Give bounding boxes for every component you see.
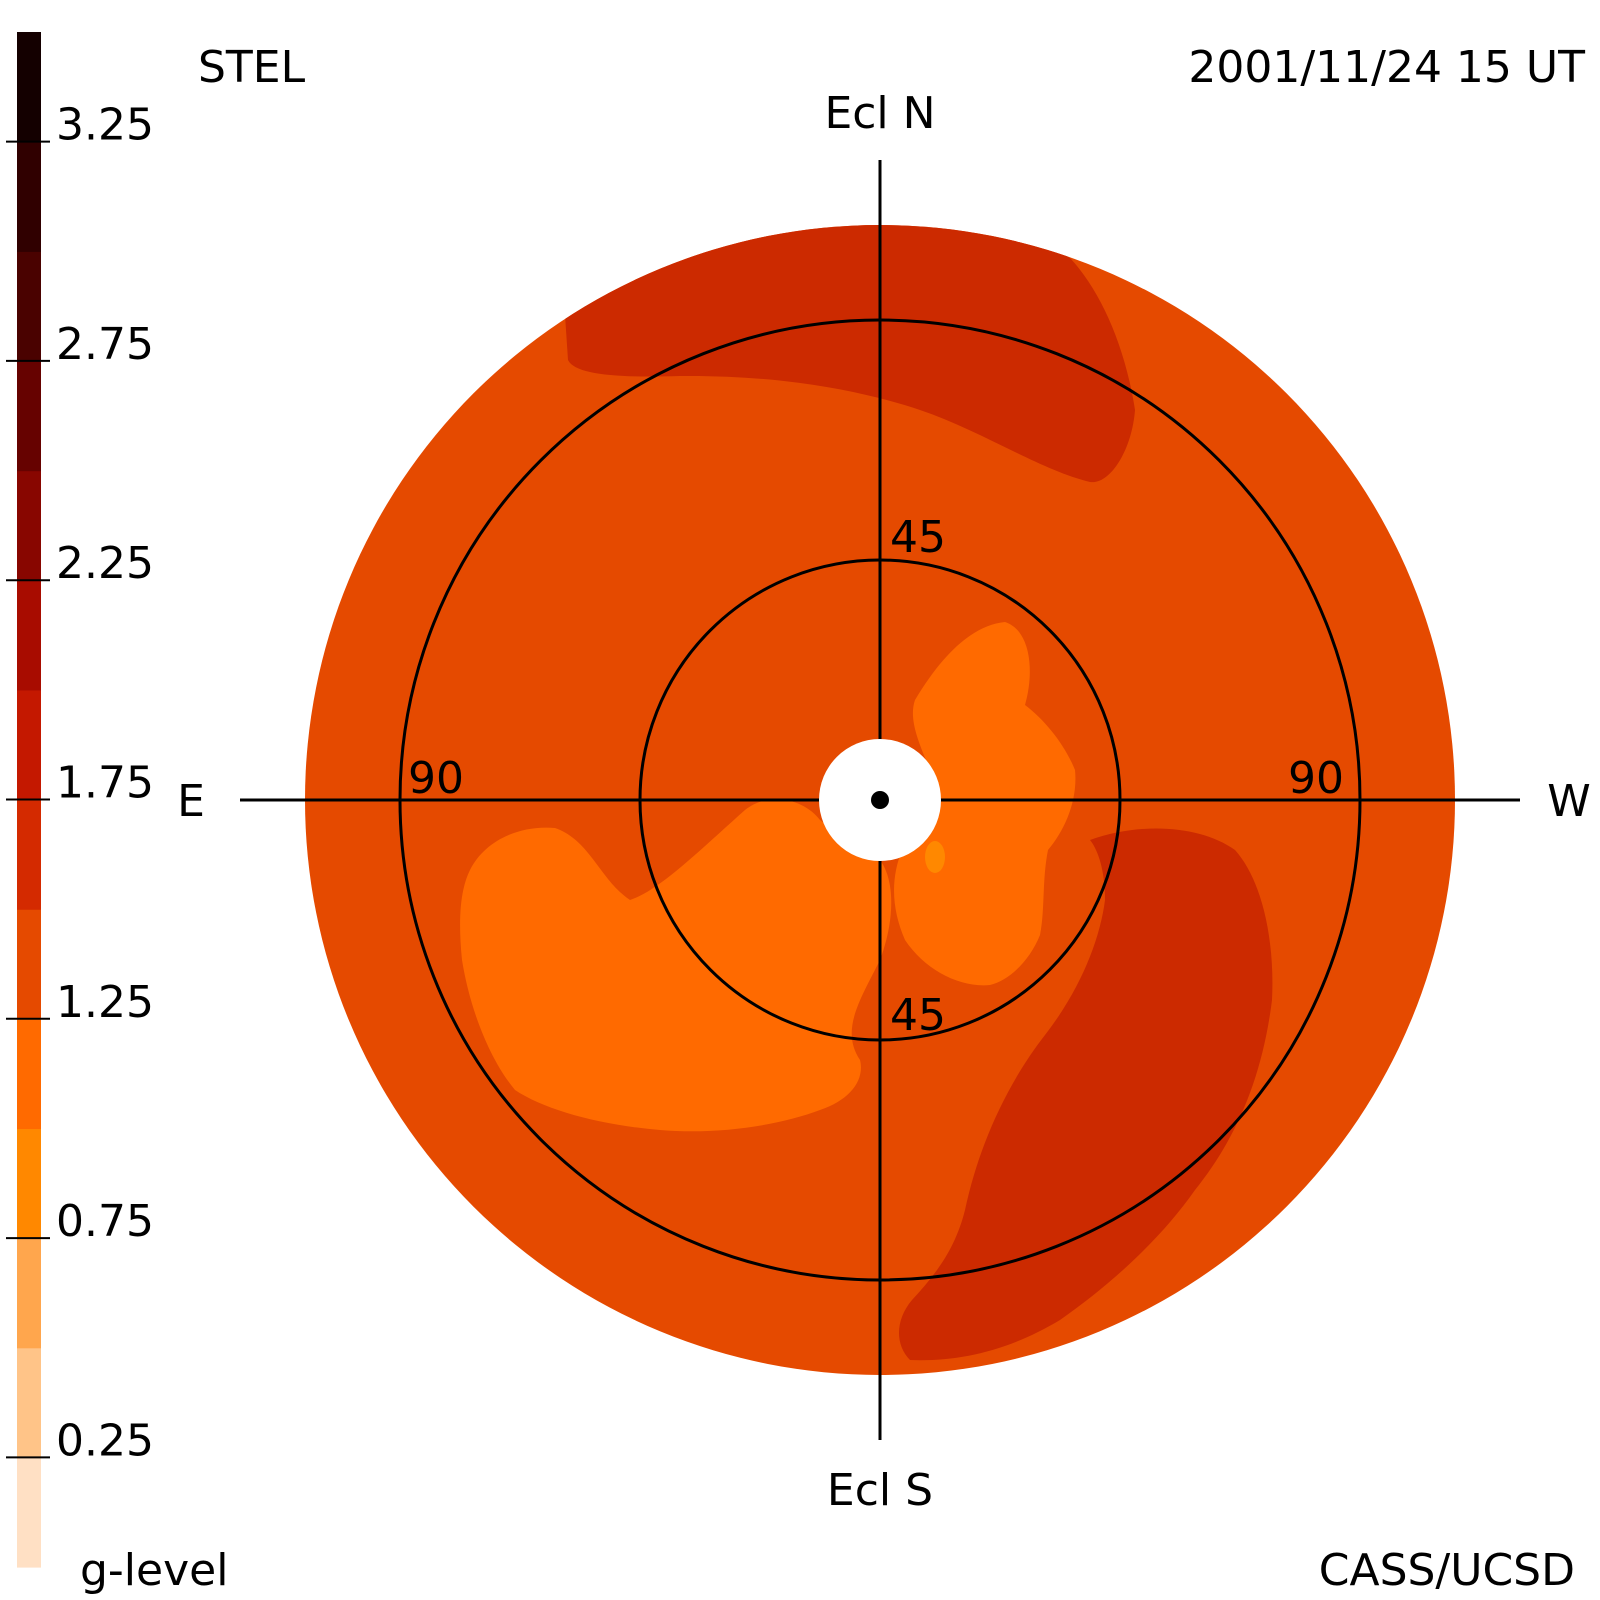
ring-45-label-top: 45 — [890, 512, 946, 563]
direction-label-south: Ecl S — [827, 1465, 933, 1516]
direction-label-north: Ecl N — [824, 88, 935, 139]
colorbar: 0.25 0.75 1.25 1.75 2.25 2.75 3.25 — [6, 32, 154, 1568]
colorbar-segment — [17, 360, 41, 472]
colorbar-segment — [17, 141, 41, 252]
inner-north-west-low-g-patch — [894, 622, 1076, 986]
colorbar-segment — [17, 1238, 41, 1349]
south-west-high-g-band — [898, 828, 1273, 1361]
ring-90-label-west: 90 — [1288, 753, 1344, 804]
colorbar-segment — [17, 1018, 41, 1130]
direction-label-west: W — [1547, 776, 1591, 827]
credit-label: CASS/UCSD — [1319, 1545, 1575, 1596]
colorbar-segment — [17, 1128, 41, 1239]
colorbar-segment — [17, 470, 41, 581]
colorbar-segment — [17, 1457, 41, 1568]
colorbar-segment — [17, 251, 41, 362]
ring-90-label-east: 90 — [408, 753, 464, 804]
colorbar-title: g-level — [80, 1545, 228, 1596]
colorbar-tick-label: 2.25 — [56, 538, 154, 589]
colorbar-segment — [17, 1347, 41, 1458]
timestamp-label: 2001/11/24 15 UT — [1188, 42, 1585, 93]
instrument-label: STEL — [198, 42, 306, 93]
colorbar-segment — [17, 32, 41, 143]
south-east-low-g-lobe — [460, 799, 892, 1132]
colorbar-tick-label: 1.25 — [56, 977, 154, 1028]
colorbar-tick-label: 0.75 — [56, 1196, 154, 1247]
colorbar-tick-label: 0.25 — [56, 1415, 154, 1466]
colorbar-segment — [17, 689, 41, 801]
sun-center-dot — [871, 791, 889, 809]
colorbar-tick-label: 1.75 — [56, 758, 154, 809]
colorbar-segment — [17, 799, 41, 910]
direction-label-east: E — [177, 776, 205, 827]
colorbar-tick-label: 3.25 — [56, 100, 154, 151]
near-sun-spot — [925, 841, 945, 873]
north-high-g-arc — [565, 225, 1135, 483]
ring-45-label-bottom: 45 — [890, 990, 946, 1041]
colorbar-segment — [17, 580, 41, 691]
colorbar-segment — [17, 909, 41, 1020]
colorbar-tick-label: 2.75 — [56, 319, 154, 370]
